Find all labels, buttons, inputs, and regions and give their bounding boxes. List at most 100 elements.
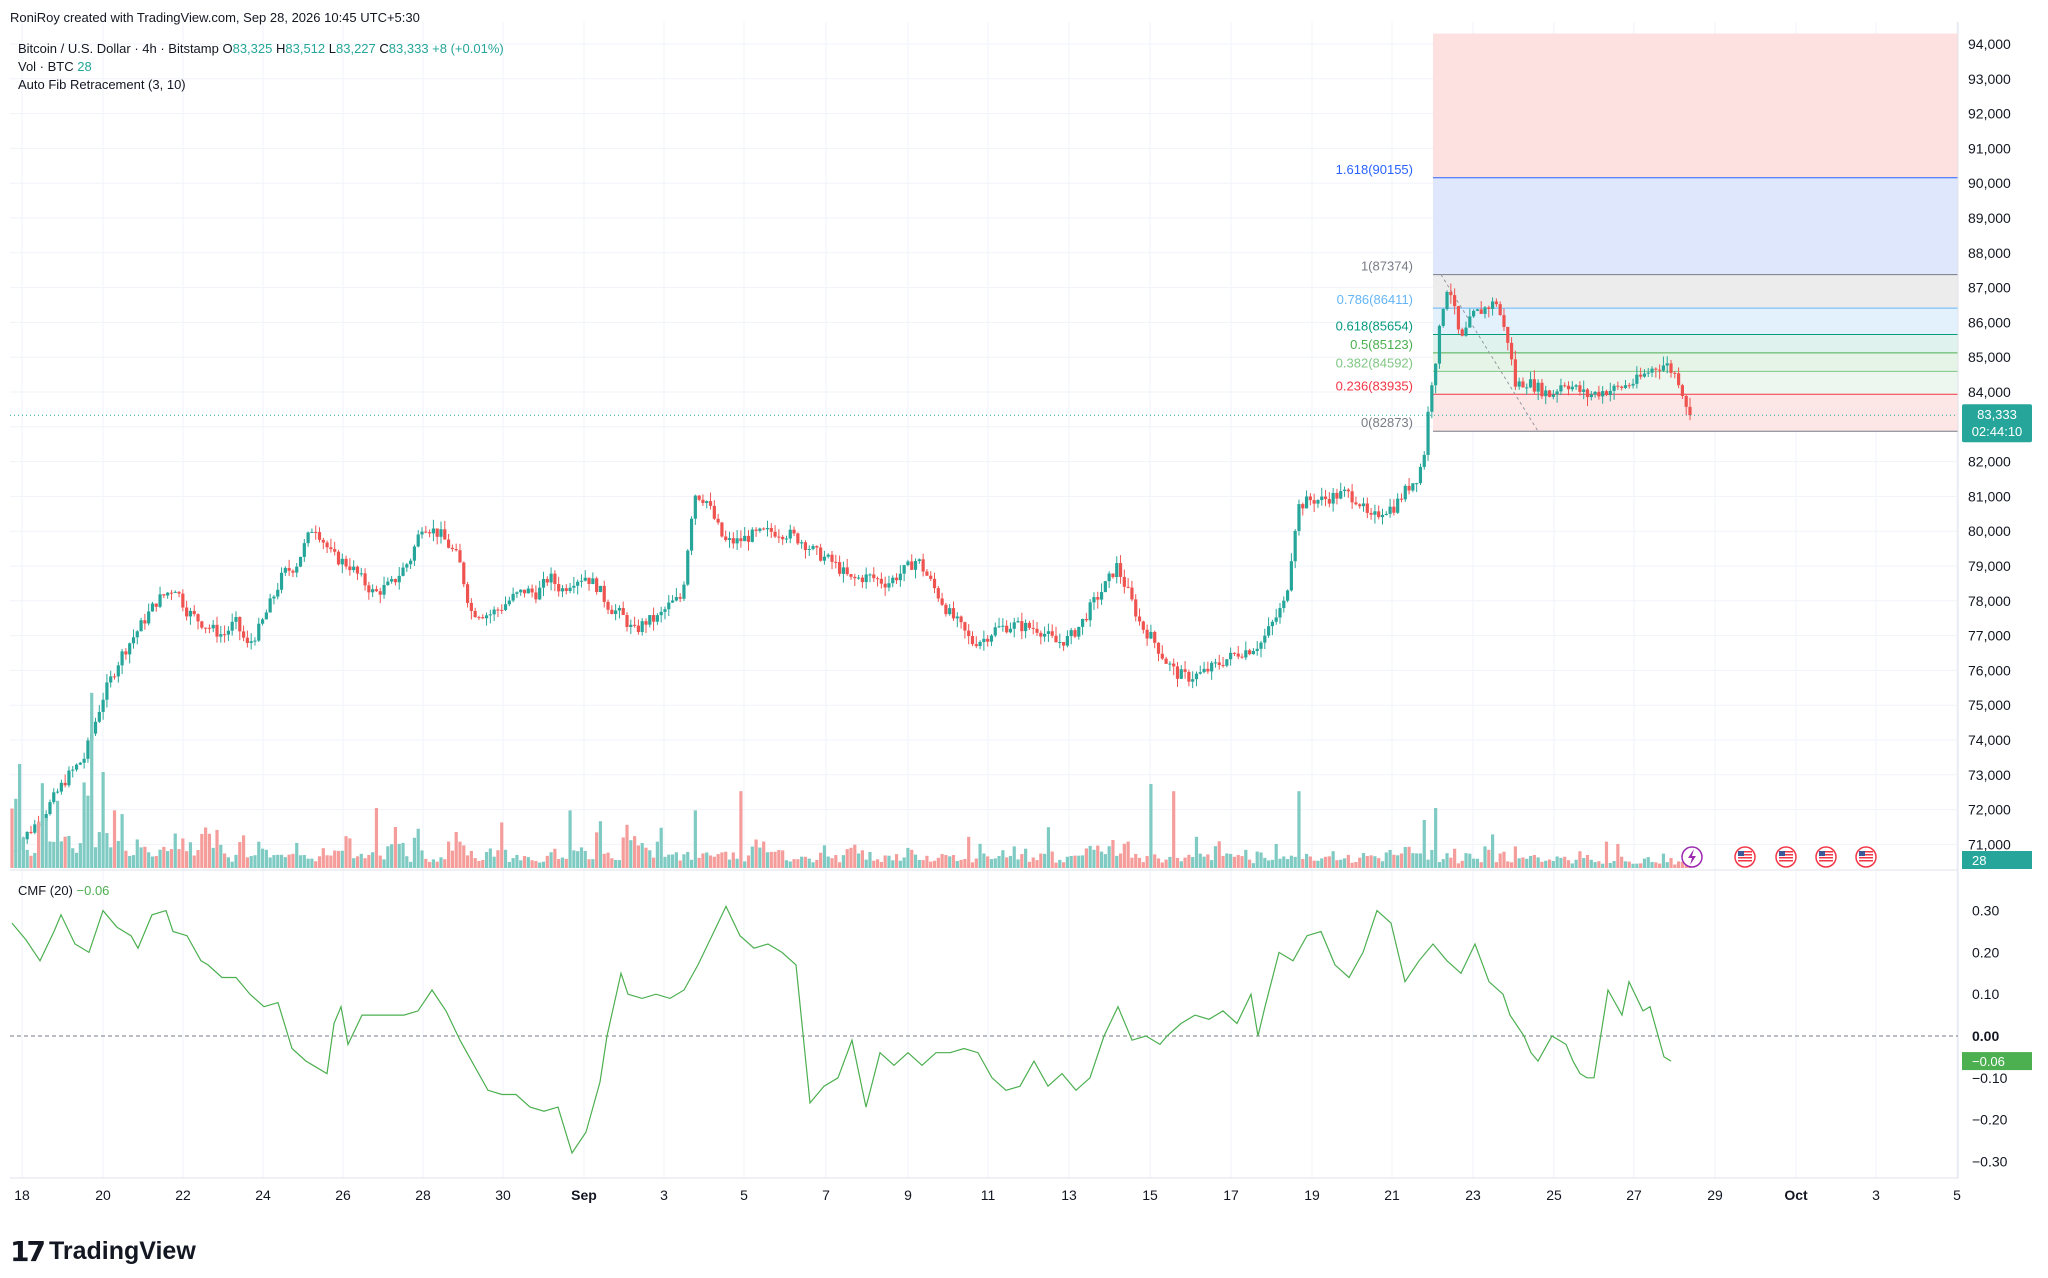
event-icons	[1681, 846, 1877, 868]
volume-bar	[291, 853, 295, 868]
candle-body	[1513, 359, 1517, 387]
candle	[1422, 451, 1426, 470]
candle	[655, 613, 659, 625]
candle	[701, 494, 705, 506]
candle	[1020, 612, 1024, 640]
candle	[477, 615, 481, 621]
volume-bar	[116, 841, 120, 868]
candle	[393, 578, 398, 586]
volume-bar	[894, 854, 899, 868]
volume-bar	[606, 852, 610, 868]
volume-bar	[541, 861, 546, 868]
candle-body	[55, 791, 60, 793]
volume-bar	[1221, 855, 1225, 868]
candle	[598, 585, 603, 593]
candle	[887, 575, 891, 592]
candle	[1358, 503, 1362, 509]
volume-bar	[526, 857, 530, 868]
volume-bar	[1156, 858, 1161, 868]
candle	[1137, 608, 1142, 626]
candle	[1202, 661, 1206, 674]
volume-bar	[302, 855, 306, 868]
volume-bar	[67, 835, 71, 868]
candle-body	[1323, 496, 1328, 500]
candle-body	[1206, 668, 1210, 672]
candle	[1172, 658, 1176, 676]
candle-body	[1099, 592, 1104, 600]
volume-bar	[781, 850, 785, 868]
candle-body	[1479, 309, 1483, 314]
volume-bar	[272, 855, 276, 868]
volume-bar	[819, 852, 823, 868]
candle-body	[169, 592, 174, 594]
candle	[1453, 288, 1457, 315]
volume-bar	[762, 841, 766, 868]
volume-bar	[169, 849, 174, 868]
candle	[1248, 648, 1252, 656]
candle-body	[1331, 492, 1335, 504]
candle-body	[371, 589, 375, 593]
volume-bar	[1593, 862, 1597, 868]
candle-body	[1187, 671, 1191, 682]
price-tick-label: 90,000	[1968, 175, 2011, 191]
time-tick-label: 15	[1142, 1187, 1158, 1203]
candle-body	[298, 556, 303, 567]
candle	[1589, 390, 1593, 401]
candle	[317, 527, 322, 543]
candle-body	[1327, 499, 1331, 504]
volume-bar	[424, 858, 428, 868]
candle-body	[651, 615, 656, 622]
candle	[86, 737, 90, 763]
candle-body	[143, 620, 147, 624]
candle	[120, 648, 124, 675]
flag-bg	[1819, 851, 1833, 862]
volume-bar	[701, 853, 705, 868]
volume-bar	[845, 849, 849, 868]
candle	[838, 555, 842, 577]
candle-body	[625, 614, 629, 627]
candle-body	[1221, 665, 1225, 667]
volume-bar	[1225, 853, 1229, 868]
volume-bar	[1483, 846, 1487, 868]
candle	[689, 516, 694, 556]
candle	[431, 519, 435, 542]
volume-bar	[139, 847, 143, 868]
candle	[1555, 389, 1559, 403]
volume-bar	[382, 859, 386, 868]
candle-body	[192, 610, 196, 615]
candle-body	[822, 556, 827, 561]
candle-body	[769, 527, 773, 532]
volume-bar	[879, 861, 883, 868]
volume-bar	[420, 850, 424, 868]
candle	[458, 543, 462, 563]
volume-bar	[431, 859, 435, 868]
candle-body	[249, 641, 253, 643]
earnings-lightning-icon	[1681, 846, 1703, 868]
volume-bar	[1210, 860, 1214, 868]
candle	[1403, 484, 1407, 502]
volume-bar	[276, 854, 280, 868]
candle	[534, 585, 538, 604]
volume-bar	[1525, 858, 1529, 868]
volume-bar	[1031, 857, 1035, 868]
candle	[374, 585, 379, 592]
candle-body	[1377, 511, 1381, 518]
volume-bar	[101, 772, 105, 868]
volume-bar	[906, 847, 910, 868]
candle-body	[948, 608, 952, 615]
volume-bar	[712, 856, 716, 868]
volume-bar	[135, 839, 139, 868]
tradingview-logo[interactable]: 17 TradingView	[10, 1235, 196, 1268]
candle	[139, 617, 143, 632]
candle	[1263, 628, 1267, 650]
time-tick-label: Sep	[571, 1187, 597, 1203]
volume-bar	[1202, 856, 1206, 868]
candle	[1274, 608, 1278, 625]
volume-bar	[230, 861, 234, 868]
volume-bar	[553, 848, 557, 868]
candle-body	[1415, 483, 1419, 485]
candle-body	[921, 559, 925, 572]
candle-body	[1050, 631, 1054, 636]
candle-body	[1031, 627, 1035, 629]
time-tick-label: 26	[335, 1187, 351, 1203]
